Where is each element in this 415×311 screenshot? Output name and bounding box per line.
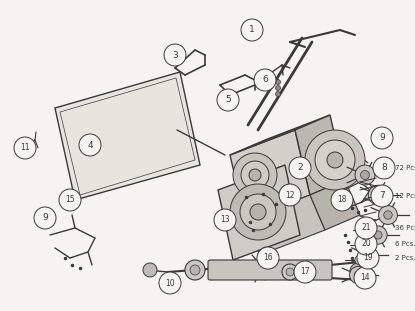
Circle shape [282, 264, 298, 280]
Text: 9: 9 [379, 133, 385, 142]
Text: 14: 14 [360, 273, 370, 282]
Polygon shape [295, 115, 345, 195]
Text: 10: 10 [165, 278, 175, 287]
Text: 4: 4 [87, 141, 93, 150]
Circle shape [254, 69, 276, 91]
Circle shape [262, 247, 268, 253]
Circle shape [294, 261, 316, 283]
Circle shape [289, 157, 311, 179]
Text: 6: 6 [262, 76, 268, 85]
Text: 1: 1 [249, 26, 255, 35]
Text: 7: 7 [379, 192, 385, 201]
Text: 5: 5 [225, 95, 231, 104]
Circle shape [276, 80, 281, 85]
Circle shape [327, 152, 343, 168]
Polygon shape [230, 115, 330, 155]
Circle shape [374, 191, 382, 199]
Circle shape [34, 207, 56, 229]
Circle shape [265, 255, 271, 261]
Circle shape [185, 260, 205, 280]
Circle shape [359, 246, 377, 264]
Text: 17: 17 [300, 267, 310, 276]
Text: 3: 3 [172, 50, 178, 59]
Text: 8: 8 [381, 164, 387, 173]
Circle shape [159, 272, 181, 294]
Circle shape [240, 194, 276, 230]
Text: 12: 12 [285, 191, 295, 199]
Circle shape [79, 134, 101, 156]
Text: 36 Pcs.: 36 Pcs. [395, 225, 415, 231]
Circle shape [361, 170, 369, 179]
Text: 19: 19 [363, 253, 373, 262]
Text: 11: 11 [20, 143, 30, 152]
Text: 16: 16 [263, 253, 273, 262]
Circle shape [357, 247, 379, 269]
Circle shape [369, 226, 387, 244]
Circle shape [305, 130, 365, 190]
Circle shape [249, 169, 261, 181]
Circle shape [250, 204, 266, 220]
Circle shape [230, 184, 286, 240]
Text: 18: 18 [337, 196, 347, 205]
Text: 12 Pcs.: 12 Pcs. [395, 193, 415, 199]
Circle shape [276, 86, 281, 91]
Text: 15: 15 [65, 196, 75, 205]
Circle shape [355, 165, 375, 185]
Circle shape [143, 263, 157, 277]
Circle shape [233, 153, 277, 197]
Circle shape [217, 89, 239, 111]
Circle shape [190, 265, 200, 275]
Circle shape [378, 206, 398, 225]
Circle shape [364, 251, 372, 259]
Circle shape [241, 19, 263, 41]
Circle shape [371, 185, 393, 207]
Circle shape [371, 127, 393, 149]
Text: 21: 21 [361, 224, 371, 233]
Text: 13: 13 [220, 216, 230, 225]
Circle shape [354, 267, 376, 289]
Circle shape [276, 91, 281, 96]
Circle shape [59, 189, 81, 211]
Text: 6 Pcs.: 6 Pcs. [395, 241, 415, 247]
Circle shape [164, 44, 186, 66]
Text: 9: 9 [42, 213, 48, 222]
Circle shape [14, 137, 36, 159]
Text: 2 Pcs.: 2 Pcs. [395, 255, 415, 261]
Circle shape [286, 268, 294, 276]
Polygon shape [55, 72, 200, 200]
Circle shape [257, 247, 279, 269]
Circle shape [368, 185, 388, 205]
FancyBboxPatch shape [208, 260, 332, 280]
Polygon shape [230, 130, 310, 220]
Circle shape [331, 189, 353, 211]
Text: 72 Pcs.: 72 Pcs. [395, 165, 415, 171]
Circle shape [373, 157, 395, 179]
Circle shape [350, 263, 366, 279]
Circle shape [349, 267, 366, 284]
Circle shape [363, 225, 373, 235]
Circle shape [355, 217, 377, 239]
Circle shape [214, 209, 236, 231]
Circle shape [360, 240, 370, 250]
Circle shape [315, 140, 355, 180]
Circle shape [279, 184, 301, 206]
Circle shape [384, 211, 392, 219]
Polygon shape [218, 165, 300, 260]
Circle shape [355, 255, 365, 265]
Polygon shape [245, 195, 325, 255]
Circle shape [354, 271, 362, 279]
Text: 2: 2 [297, 164, 303, 173]
Text: 20: 20 [361, 239, 371, 248]
Polygon shape [310, 180, 360, 230]
Circle shape [241, 161, 269, 189]
Circle shape [355, 233, 377, 255]
Circle shape [374, 231, 382, 239]
